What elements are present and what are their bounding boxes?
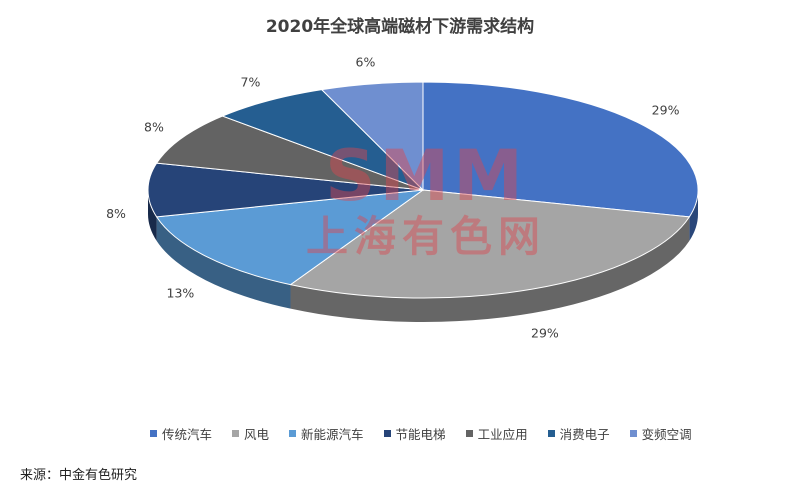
data-label-节能电梯: 8%	[106, 206, 126, 221]
pie-sides	[148, 190, 698, 322]
pie-slice-消费电子	[221, 89, 424, 191]
pie-labels: 29% 29% 13% 8% 8% 7% 6%	[106, 54, 680, 340]
legend-item-节能电梯: 节能电梯	[383, 424, 446, 443]
legend-item-工业应用: 工业应用	[465, 424, 528, 443]
data-label-传统汽车: 29%	[652, 102, 680, 117]
pie-slice-变频空调	[320, 81, 424, 192]
pie-slice-风电	[289, 189, 691, 299]
source-note: 来源：中金有色研究	[20, 468, 138, 483]
legend: 传统汽车 风电 新能源汽车 节能电梯 工业应用 消费电子 变频空调	[150, 424, 790, 443]
data-label-风电: 29%	[531, 325, 559, 340]
pie-side-节能电梯	[148, 190, 157, 241]
pie-side-新能源汽车	[156, 216, 291, 309]
legend-item-消费电子: 消费电子	[547, 424, 610, 443]
legend-item-变频空调: 变频空调	[629, 424, 692, 443]
legend-item-新能源汽车: 新能源汽车	[289, 424, 364, 443]
legend-label: 变频空调	[641, 427, 692, 442]
pie-side-传统汽车	[689, 190, 698, 241]
legend-swatch	[150, 430, 157, 437]
pie-side-风电	[290, 216, 690, 322]
pie-slice-节能电梯	[147, 162, 424, 218]
legend-label: 传统汽车	[162, 427, 213, 442]
legend-swatch	[465, 430, 473, 437]
legend-label: 新能源汽车	[301, 427, 364, 442]
legend-swatch	[232, 430, 240, 437]
data-label-工业应用: 8%	[144, 119, 164, 134]
pie-slice-传统汽车	[422, 81, 699, 218]
data-label-消费电子: 7%	[241, 74, 261, 89]
data-label-变频空调: 6%	[356, 54, 376, 69]
legend-item-风电: 风电	[232, 424, 269, 443]
chart-title: 2020年全球高端磁材下游需求结构	[265, 17, 535, 37]
legend-swatch	[547, 430, 555, 437]
legend-item-传统汽车: 传统汽车	[150, 424, 212, 443]
legend-swatch	[629, 430, 637, 437]
pie-slice-工业应用	[155, 115, 424, 191]
legend-label: 消费电子	[559, 427, 610, 442]
pie-chart: 29% 29% 13% 8% 8% 7% 6%	[106, 54, 699, 340]
pie-slice-新能源汽车	[155, 189, 425, 286]
pie-tops	[147, 81, 699, 299]
legend-swatch	[289, 430, 297, 437]
legend-swatch	[383, 430, 391, 437]
legend-label: 工业应用	[477, 427, 528, 442]
legend-label: 风电	[244, 427, 270, 442]
data-label-新能源汽车: 13%	[167, 286, 195, 301]
legend-label: 节能电梯	[395, 427, 446, 442]
